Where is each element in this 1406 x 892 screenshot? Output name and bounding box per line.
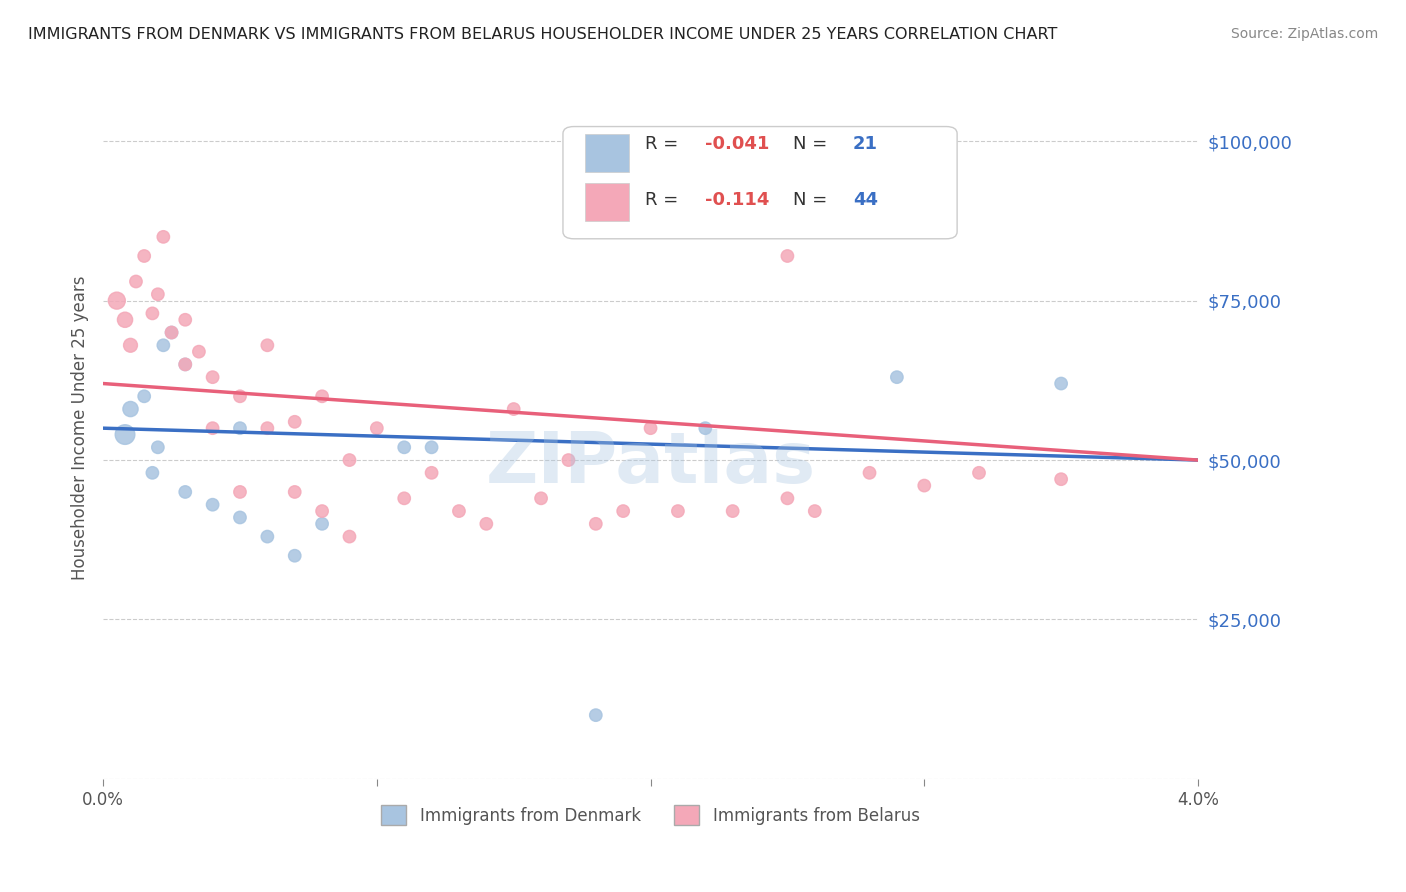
FancyBboxPatch shape [585, 183, 628, 221]
Point [256, 338, 278, 352]
Point [284, 549, 307, 563]
Point [530, 491, 553, 506]
Point [502, 402, 524, 417]
Text: N =: N = [793, 191, 832, 210]
Point [858, 466, 880, 480]
Text: ZIPatlas: ZIPatlas [485, 429, 815, 498]
Text: -0.041: -0.041 [706, 135, 769, 153]
Point [557, 453, 579, 467]
Point [640, 421, 662, 435]
Point [967, 466, 990, 480]
Point [152, 338, 174, 352]
Point [229, 421, 252, 435]
Text: -0.114: -0.114 [706, 191, 769, 210]
Point [134, 249, 156, 263]
Point [311, 504, 333, 518]
Point [174, 358, 197, 372]
Point [229, 389, 252, 403]
Point [1050, 376, 1073, 391]
Point [886, 370, 908, 384]
Text: IMMIGRANTS FROM DENMARK VS IMMIGRANTS FROM BELARUS HOUSEHOLDER INCOME UNDER 25 Y: IMMIGRANTS FROM DENMARK VS IMMIGRANTS FR… [28, 27, 1057, 42]
Point [120, 338, 142, 352]
Point [114, 312, 136, 326]
Point [141, 306, 163, 320]
Point [174, 485, 197, 500]
Point [420, 440, 443, 454]
Point [105, 293, 128, 308]
Point [174, 312, 197, 326]
Point [695, 421, 717, 435]
Point [134, 389, 156, 403]
Point [339, 530, 361, 544]
Point [284, 415, 307, 429]
Text: R =: R = [645, 135, 685, 153]
Point [1050, 472, 1073, 486]
Point [776, 491, 799, 506]
Point [146, 287, 169, 301]
Text: 21: 21 [853, 135, 879, 153]
Point [256, 421, 278, 435]
Text: Source: ZipAtlas.com: Source: ZipAtlas.com [1230, 27, 1378, 41]
Point [160, 326, 183, 340]
Legend: Immigrants from Denmark, Immigrants from Belarus: Immigrants from Denmark, Immigrants from… [373, 797, 928, 834]
Point [120, 402, 142, 417]
Point [585, 516, 607, 531]
Point [447, 504, 470, 518]
Point [420, 466, 443, 480]
Y-axis label: Householder Income Under 25 years: Householder Income Under 25 years [72, 276, 89, 581]
Text: N =: N = [793, 135, 832, 153]
Point [256, 530, 278, 544]
Point [721, 504, 744, 518]
Point [585, 708, 607, 723]
Point [174, 358, 197, 372]
Point [229, 510, 252, 524]
Point [201, 421, 224, 435]
Point [804, 504, 827, 518]
Point [187, 344, 209, 359]
Point [339, 453, 361, 467]
Point [392, 491, 415, 506]
Point [311, 516, 333, 531]
Point [612, 504, 634, 518]
Point [229, 485, 252, 500]
Point [284, 485, 307, 500]
Point [201, 370, 224, 384]
Point [114, 427, 136, 442]
Point [125, 275, 148, 289]
Point [776, 249, 799, 263]
FancyBboxPatch shape [585, 134, 628, 172]
Point [141, 466, 163, 480]
Point [152, 230, 174, 244]
Point [201, 498, 224, 512]
Text: R =: R = [645, 191, 685, 210]
Point [311, 389, 333, 403]
Point [666, 504, 689, 518]
Point [392, 440, 415, 454]
Point [912, 478, 935, 492]
Point [146, 440, 169, 454]
Text: 44: 44 [853, 191, 879, 210]
FancyBboxPatch shape [562, 127, 957, 239]
Point [366, 421, 388, 435]
Point [475, 516, 498, 531]
Point [160, 326, 183, 340]
